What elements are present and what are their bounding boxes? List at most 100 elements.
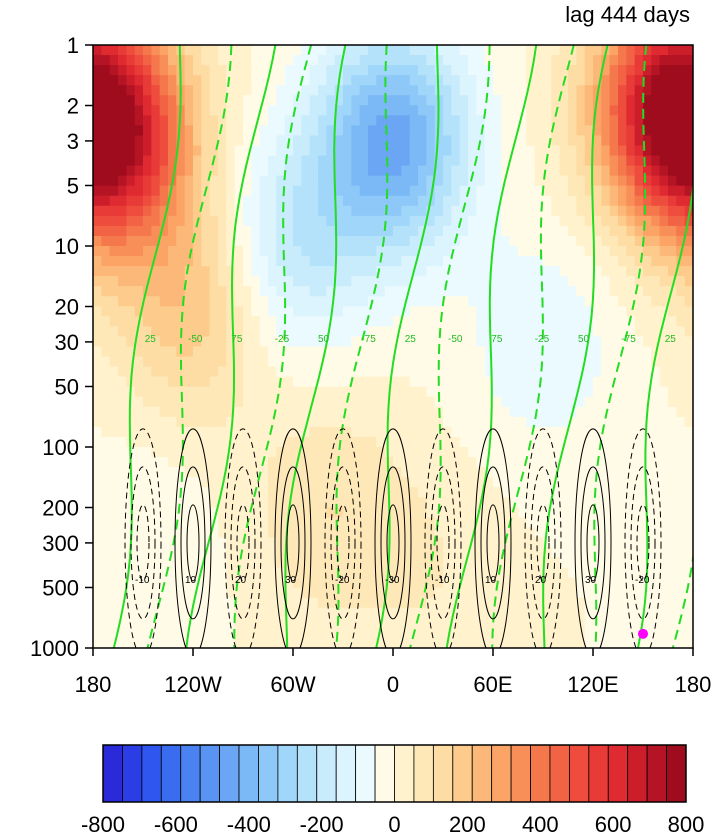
field-cell: [476, 266, 486, 277]
field-cell: [126, 205, 136, 217]
field-cell: [318, 256, 327, 267]
field-cell: [343, 145, 352, 157]
field-cell: [418, 286, 427, 297]
field-cell: [634, 95, 644, 106]
field-cell: [209, 457, 219, 468]
field-cell: [259, 205, 269, 217]
field-cell: [559, 306, 569, 317]
field-cell: [218, 567, 227, 579]
field-cell: [368, 587, 377, 599]
field-cell: [93, 316, 102, 327]
field-cell: [93, 65, 102, 76]
field-cell: [376, 145, 386, 157]
field-cell: [218, 165, 227, 177]
field-cell: [293, 105, 302, 116]
field-cell: [426, 235, 436, 247]
field-cell: [576, 346, 586, 358]
field-cell: [309, 336, 319, 348]
field-cell: [168, 447, 177, 458]
y-tick-label: 10: [55, 234, 79, 259]
field-cell: [601, 256, 611, 267]
field-cell: [159, 135, 169, 147]
field-cell: [676, 537, 686, 549]
field-cell: [601, 416, 611, 428]
field-cell: [334, 386, 344, 398]
field-cell: [684, 386, 693, 398]
field-cell: [476, 316, 486, 327]
field-cell: [268, 507, 277, 518]
field-cell: [134, 105, 144, 116]
field-cell: [684, 497, 693, 508]
field-cell: [476, 567, 486, 579]
field-cell: [276, 55, 286, 66]
field-cell: [134, 587, 144, 599]
field-cell: [684, 517, 693, 528]
field-cell: [568, 155, 577, 167]
field-cell: [551, 356, 561, 368]
field-cell: [284, 205, 294, 217]
field-cell: [584, 276, 594, 287]
field-cell: [651, 125, 661, 137]
field-cell: [159, 276, 169, 287]
field-cell: [484, 115, 494, 126]
field-cell: [651, 356, 661, 368]
field-cell: [343, 637, 352, 648]
field-cell: [184, 125, 194, 137]
field-cell: [618, 386, 627, 398]
field-cell: [343, 105, 352, 116]
field-cell: [626, 276, 636, 287]
field-cell: [601, 145, 611, 157]
field-cell: [284, 547, 294, 559]
field-cell: [109, 85, 119, 96]
field-cell: [468, 396, 477, 408]
field-cell: [351, 637, 361, 648]
field-cell: [359, 215, 369, 227]
field-cell: [234, 557, 244, 569]
field-cell: [593, 597, 602, 609]
field-cell: [634, 487, 644, 498]
field-cell: [668, 125, 677, 137]
field-cell: [293, 225, 302, 237]
field-cell: [568, 85, 577, 96]
field-cell: [234, 436, 244, 448]
field-cell: [534, 366, 544, 378]
field-cell: [201, 55, 211, 66]
field-cell: [151, 527, 161, 539]
field-cell: [676, 557, 686, 569]
field-cell: [484, 406, 494, 418]
field-cell: [109, 205, 119, 217]
black-contour-line: [424, 428, 462, 648]
field-cell: [559, 457, 569, 468]
field-cell: [468, 205, 477, 217]
field-cell: [201, 115, 211, 126]
field-cell: [184, 195, 194, 207]
field-cell: [226, 537, 236, 549]
field-cell: [168, 65, 177, 76]
field-cell: [401, 286, 411, 297]
black-contour-line: [430, 466, 456, 620]
field-cell: [259, 55, 269, 66]
field-cell: [309, 577, 319, 589]
field-cell: [209, 125, 219, 137]
field-cell: [234, 55, 244, 66]
field-cell: [401, 637, 411, 648]
field-cell: [459, 75, 469, 86]
field-cell: [209, 406, 219, 418]
field-cell: [234, 507, 244, 518]
field-cell: [618, 145, 627, 157]
black-contour-line: [386, 504, 400, 582]
field-cell: [368, 487, 377, 498]
field-cell: [593, 487, 602, 498]
field-cell: [684, 346, 693, 358]
field-cell: [334, 507, 344, 518]
field-cell: [593, 416, 602, 428]
field-cell: [626, 165, 636, 177]
field-cell: [409, 467, 419, 478]
field-cell: [293, 266, 302, 277]
field-cell: [168, 235, 177, 247]
field-cell: [276, 627, 286, 639]
field-cell: [618, 336, 627, 348]
field-cell: [143, 95, 152, 106]
field-cell: [468, 165, 477, 177]
field-cell: [601, 567, 611, 579]
